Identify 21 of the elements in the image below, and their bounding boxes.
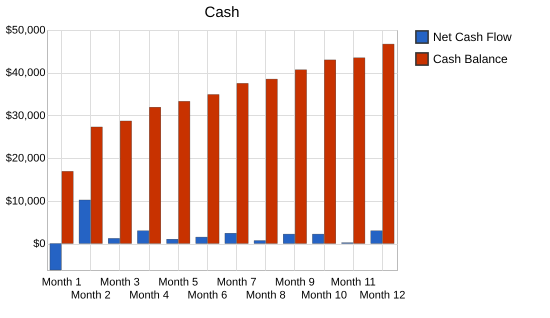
x-tick-label: Month 7 [216,276,256,288]
y-tick-label: $0 [33,238,46,250]
x-tick-label: Month 3 [100,276,140,288]
chart-title: Cash [204,4,240,21]
x-tick-label: Month 9 [275,276,315,288]
y-tick-label: $30,000 [6,110,46,122]
x-tick-label: Month 11 [330,276,376,288]
y-tick-label: $20,000 [6,152,46,165]
x-tick-label: Month 10 [301,290,348,302]
x-tick-label: Month 8 [246,290,286,302]
x-tick-label: Month 4 [129,290,169,302]
x-tick-label: Month 1 [42,276,82,288]
x-tick-label: Month 2 [70,290,111,302]
legend-label: Net Cash Flow [433,30,512,44]
x-tick-label: Month 5 [158,276,198,288]
y-tick-label: $50,000 [6,24,46,36]
legend-label: Cash Balance [433,52,508,66]
y-tick-label: $10,000 [6,195,46,208]
x-tick-label: Month 12 [359,290,406,302]
y-tick-label: $40,000 [6,67,46,80]
x-tick-label: Month 6 [188,290,228,302]
